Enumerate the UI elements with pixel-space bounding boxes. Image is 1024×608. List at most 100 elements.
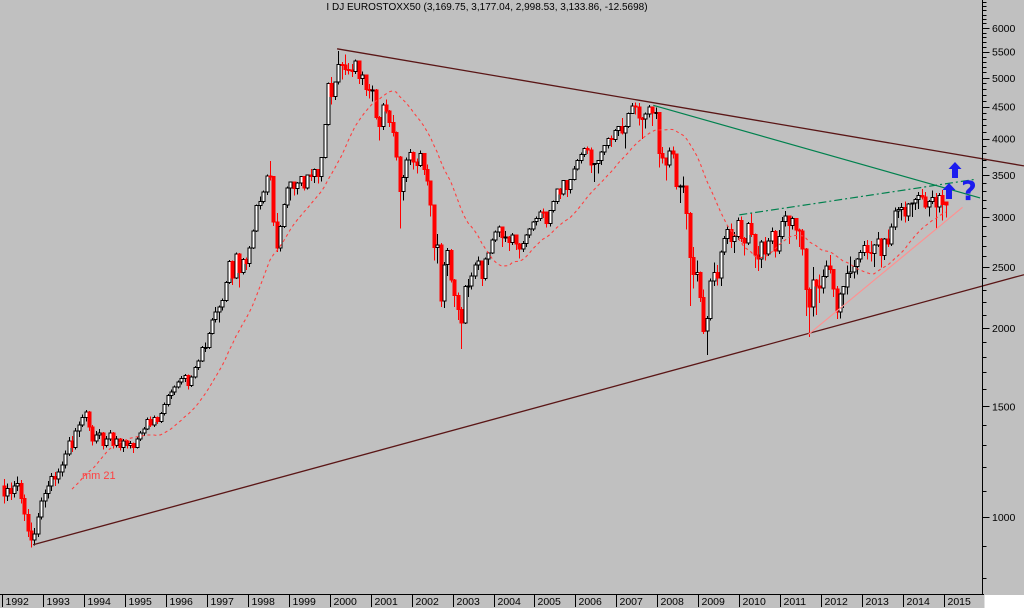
candle — [155, 417, 160, 422]
candle — [346, 69, 351, 72]
candle — [394, 132, 399, 158]
candle — [637, 106, 642, 119]
scrollbar-corner — [984, 595, 1024, 608]
x-axis-label: 2000 — [334, 596, 358, 608]
candle — [353, 60, 358, 72]
candle — [811, 279, 816, 308]
candle — [667, 150, 672, 166]
candle — [131, 442, 136, 448]
candle — [73, 430, 78, 449]
candle — [524, 234, 529, 244]
candle — [469, 275, 474, 287]
candle — [701, 297, 706, 332]
y-axis-label: 4500 — [992, 102, 1016, 114]
x-axis-label: 2005 — [538, 596, 562, 608]
candle — [790, 218, 795, 226]
candle — [5, 488, 10, 497]
candle — [906, 203, 911, 217]
candle — [428, 180, 433, 206]
candle — [456, 295, 461, 310]
candle — [538, 211, 543, 220]
candle — [435, 244, 440, 248]
candle — [609, 137, 614, 141]
candle — [944, 201, 949, 206]
candle — [841, 286, 846, 295]
candle — [19, 483, 24, 500]
candle — [824, 265, 829, 277]
x-axis-label: 2014 — [907, 596, 931, 608]
candle — [657, 112, 662, 154]
candle — [899, 206, 904, 211]
candle — [722, 237, 727, 253]
candle — [780, 220, 785, 238]
candle — [572, 168, 577, 180]
candle — [596, 160, 601, 165]
candle — [459, 308, 464, 324]
candle — [172, 386, 177, 393]
candle — [135, 438, 140, 449]
candle — [196, 360, 201, 368]
candle — [357, 60, 362, 79]
candle — [561, 180, 566, 195]
candle — [923, 196, 928, 208]
candle — [425, 168, 430, 182]
candle — [828, 265, 833, 271]
candle — [671, 150, 676, 155]
candle — [927, 201, 932, 208]
candle — [148, 418, 153, 426]
candle — [60, 464, 65, 473]
x-axis: 1992 1993 1994 1995 1996 1997 1998 1999 2000 2001… — [2, 594, 971, 608]
candle — [817, 285, 822, 289]
candle — [514, 234, 519, 245]
candle — [230, 261, 235, 279]
candle — [265, 175, 270, 193]
candle — [940, 194, 945, 205]
candle — [449, 250, 454, 281]
x-axis-label: 2002 — [416, 596, 440, 608]
up-arrow-annotation — [948, 162, 962, 178]
candle — [503, 236, 508, 239]
candle — [282, 204, 287, 227]
candle — [142, 428, 147, 434]
candle — [616, 126, 621, 131]
candle — [241, 258, 246, 273]
candle — [739, 219, 744, 239]
candle — [391, 121, 396, 134]
candle — [87, 411, 92, 428]
candle — [544, 211, 549, 225]
candle — [295, 182, 300, 190]
candle — [278, 225, 283, 249]
green-resistance-line — [653, 104, 981, 199]
candle — [623, 126, 628, 134]
y-axis-label: 1000 — [992, 512, 1016, 524]
candle — [404, 159, 409, 178]
candle — [251, 230, 256, 249]
candle — [43, 493, 48, 502]
candle — [220, 300, 225, 308]
candle — [684, 185, 689, 215]
candle — [56, 471, 61, 480]
candle — [742, 237, 747, 244]
candle — [729, 228, 734, 243]
mm21-moving-average — [71, 90, 947, 490]
green-dashdot-support-line — [739, 178, 975, 216]
candle — [643, 113, 648, 120]
candle — [534, 218, 539, 223]
candle — [872, 244, 877, 255]
x-axis-label: 2009 — [702, 596, 726, 608]
x-axis-label: 2011 — [784, 596, 807, 608]
candle — [838, 293, 843, 313]
candle — [606, 137, 611, 147]
x-axis-label: 2004 — [498, 596, 522, 608]
candle — [22, 498, 27, 515]
candle — [698, 271, 703, 298]
candle — [237, 253, 242, 273]
candles-layer — [2, 50, 949, 548]
candle — [845, 273, 850, 288]
candle — [807, 289, 812, 308]
candle — [633, 105, 638, 108]
candle — [97, 432, 102, 436]
candle — [650, 106, 655, 114]
